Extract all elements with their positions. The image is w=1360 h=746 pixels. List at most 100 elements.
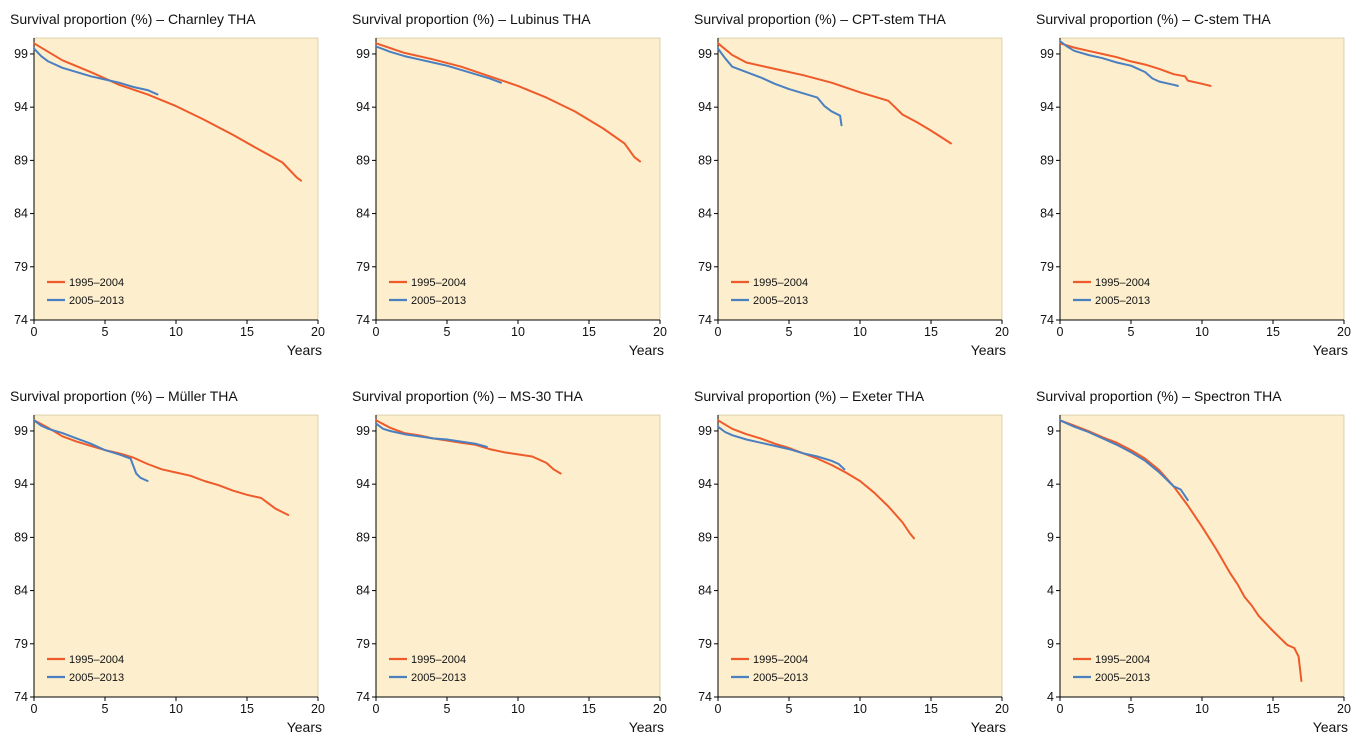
legend-label: 2005–2013 bbox=[1095, 295, 1150, 307]
x-tick-label: 5 bbox=[102, 702, 109, 716]
x-axis-label: Years bbox=[629, 719, 664, 735]
series-line-2005-2013 bbox=[375, 45, 502, 84]
y-tick-label: 94 bbox=[1040, 100, 1054, 114]
series-line-2005-2013 bbox=[1059, 40, 1179, 87]
series-line-1995-2004 bbox=[1059, 42, 1212, 87]
y-tick-label: 89 bbox=[1040, 153, 1054, 167]
series-line-1995-2004 bbox=[717, 419, 915, 540]
legend-label: 2005–2013 bbox=[753, 672, 808, 684]
x-tick-label: 20 bbox=[1337, 325, 1351, 339]
plot-area bbox=[1059, 37, 1345, 321]
chart-title: Survival proportion (%) – Exeter THA bbox=[694, 388, 925, 404]
y-tick-label: 74 bbox=[356, 690, 370, 704]
y-tick-label: 79 bbox=[356, 637, 370, 651]
x-tick-label: 20 bbox=[995, 702, 1009, 716]
x-tick-label: 0 bbox=[715, 325, 722, 339]
x-tick-label: 20 bbox=[311, 325, 325, 339]
x-axis-label: Years bbox=[1313, 342, 1348, 358]
x-axis-label: Years bbox=[971, 719, 1006, 735]
plot-area bbox=[33, 37, 319, 321]
x-tick-label: 10 bbox=[511, 702, 525, 716]
x-tick-label: 15 bbox=[240, 325, 254, 339]
x-tick-label: 0 bbox=[31, 702, 38, 716]
chart-panel: Survival proportion (%) – Charnley THA 0 5… bbox=[0, 0, 340, 369]
x-tick-label: 15 bbox=[924, 702, 938, 716]
legend-label: 1995–2004 bbox=[1095, 277, 1150, 289]
y-tick-label: 84 bbox=[356, 207, 370, 221]
x-tick-label: 10 bbox=[853, 702, 867, 716]
x-tick-label: 5 bbox=[786, 325, 793, 339]
chart-panel: Survival proportion (%) – Exeter THA 0 5 10… bbox=[684, 377, 1024, 746]
chart-svg: Survival proportion (%) – Charnley THA 0 5… bbox=[10, 11, 325, 358]
series-line-1995-2004 bbox=[33, 42, 302, 182]
y-tick-label: 84 bbox=[698, 584, 712, 598]
y-tick-label: 79 bbox=[1040, 260, 1054, 274]
x-tick-label: 0 bbox=[1057, 325, 1064, 339]
plot-area bbox=[33, 414, 319, 698]
x-tick-label: 15 bbox=[240, 702, 254, 716]
x-tick-label: 5 bbox=[444, 702, 451, 716]
series-line-2005-2013 bbox=[33, 419, 149, 482]
x-tick-label: 10 bbox=[511, 325, 525, 339]
y-tick-label: 9 bbox=[1047, 530, 1054, 544]
chart-panel: Survival proportion (%) – Lubinus THA 0 5 1… bbox=[342, 0, 682, 369]
chart-panel: Survival proportion (%) – MS-30 THA 0 5 10 1… bbox=[342, 377, 682, 746]
legend-label: 1995–2004 bbox=[411, 277, 466, 289]
legend-label: 1995–2004 bbox=[1095, 654, 1150, 666]
y-tick-label: 4 bbox=[1047, 690, 1054, 704]
x-tick-label: 15 bbox=[582, 325, 596, 339]
x-tick-label: 20 bbox=[995, 325, 1009, 339]
y-tick-label: 89 bbox=[698, 153, 712, 167]
legend-label: 2005–2013 bbox=[411, 672, 466, 684]
y-tick-label: 4 bbox=[1047, 584, 1054, 598]
x-tick-label: 10 bbox=[169, 702, 183, 716]
x-axis-label: Years bbox=[287, 342, 322, 358]
y-tick-label: 9 bbox=[1047, 424, 1054, 438]
series-line-2005-2013 bbox=[375, 422, 488, 448]
chart-title: Survival proportion (%) – MS-30 THA bbox=[352, 388, 583, 404]
y-tick-label: 74 bbox=[14, 313, 28, 327]
x-tick-label: 10 bbox=[169, 325, 183, 339]
y-tick-label: 74 bbox=[698, 690, 712, 704]
y-tick-label: 79 bbox=[14, 260, 28, 274]
y-tick-label: 94 bbox=[14, 100, 28, 114]
y-tick-label: 99 bbox=[698, 424, 712, 438]
x-tick-label: 20 bbox=[1337, 702, 1351, 716]
legend-label: 1995–2004 bbox=[753, 654, 808, 666]
chart-svg: Survival proportion (%) – MS-30 THA 0 5 10 1… bbox=[352, 388, 667, 735]
legend-label: 2005–2013 bbox=[69, 672, 124, 684]
x-tick-label: 5 bbox=[444, 325, 451, 339]
x-axis-label: Years bbox=[1313, 719, 1348, 735]
y-tick-label: 84 bbox=[698, 207, 712, 221]
legend-label: 1995–2004 bbox=[411, 654, 466, 666]
x-tick-label: 10 bbox=[1195, 702, 1209, 716]
y-tick-label: 89 bbox=[14, 530, 28, 544]
series-line-1995-2004 bbox=[717, 42, 952, 145]
y-tick-label: 99 bbox=[356, 47, 370, 61]
y-tick-label: 79 bbox=[698, 637, 712, 651]
chart-title: Survival proportion (%) – C-stem THA bbox=[1036, 11, 1271, 27]
y-tick-label: 89 bbox=[356, 153, 370, 167]
chart-svg: Survival proportion (%) – Lubinus THA 0 5 1… bbox=[352, 11, 667, 358]
y-tick-label: 84 bbox=[14, 584, 28, 598]
chart-svg: Survival proportion (%) – C-stem THA 0 5 10… bbox=[1036, 11, 1351, 358]
legend-label: 2005–2013 bbox=[69, 295, 124, 307]
x-tick-label: 5 bbox=[786, 702, 793, 716]
y-tick-label: 74 bbox=[1040, 313, 1054, 327]
series-line-2005-2013 bbox=[1059, 419, 1189, 502]
y-tick-label: 74 bbox=[14, 690, 28, 704]
x-tick-label: 15 bbox=[582, 702, 596, 716]
series-line-1995-2004 bbox=[33, 419, 290, 516]
x-tick-label: 10 bbox=[1195, 325, 1209, 339]
y-tick-label: 9 bbox=[1047, 637, 1054, 651]
chart-panel: Survival proportion (%) – Müller THA 0 5 10… bbox=[0, 377, 340, 746]
y-tick-label: 94 bbox=[698, 477, 712, 491]
legend-label: 1995–2004 bbox=[69, 277, 124, 289]
x-tick-label: 5 bbox=[102, 325, 109, 339]
y-tick-label: 84 bbox=[1040, 207, 1054, 221]
y-tick-label: 84 bbox=[14, 207, 28, 221]
chart-title: Survival proportion (%) – Charnley THA bbox=[10, 11, 256, 27]
legend-label: 2005–2013 bbox=[411, 295, 466, 307]
y-tick-label: 99 bbox=[14, 47, 28, 61]
x-tick-label: 15 bbox=[924, 325, 938, 339]
